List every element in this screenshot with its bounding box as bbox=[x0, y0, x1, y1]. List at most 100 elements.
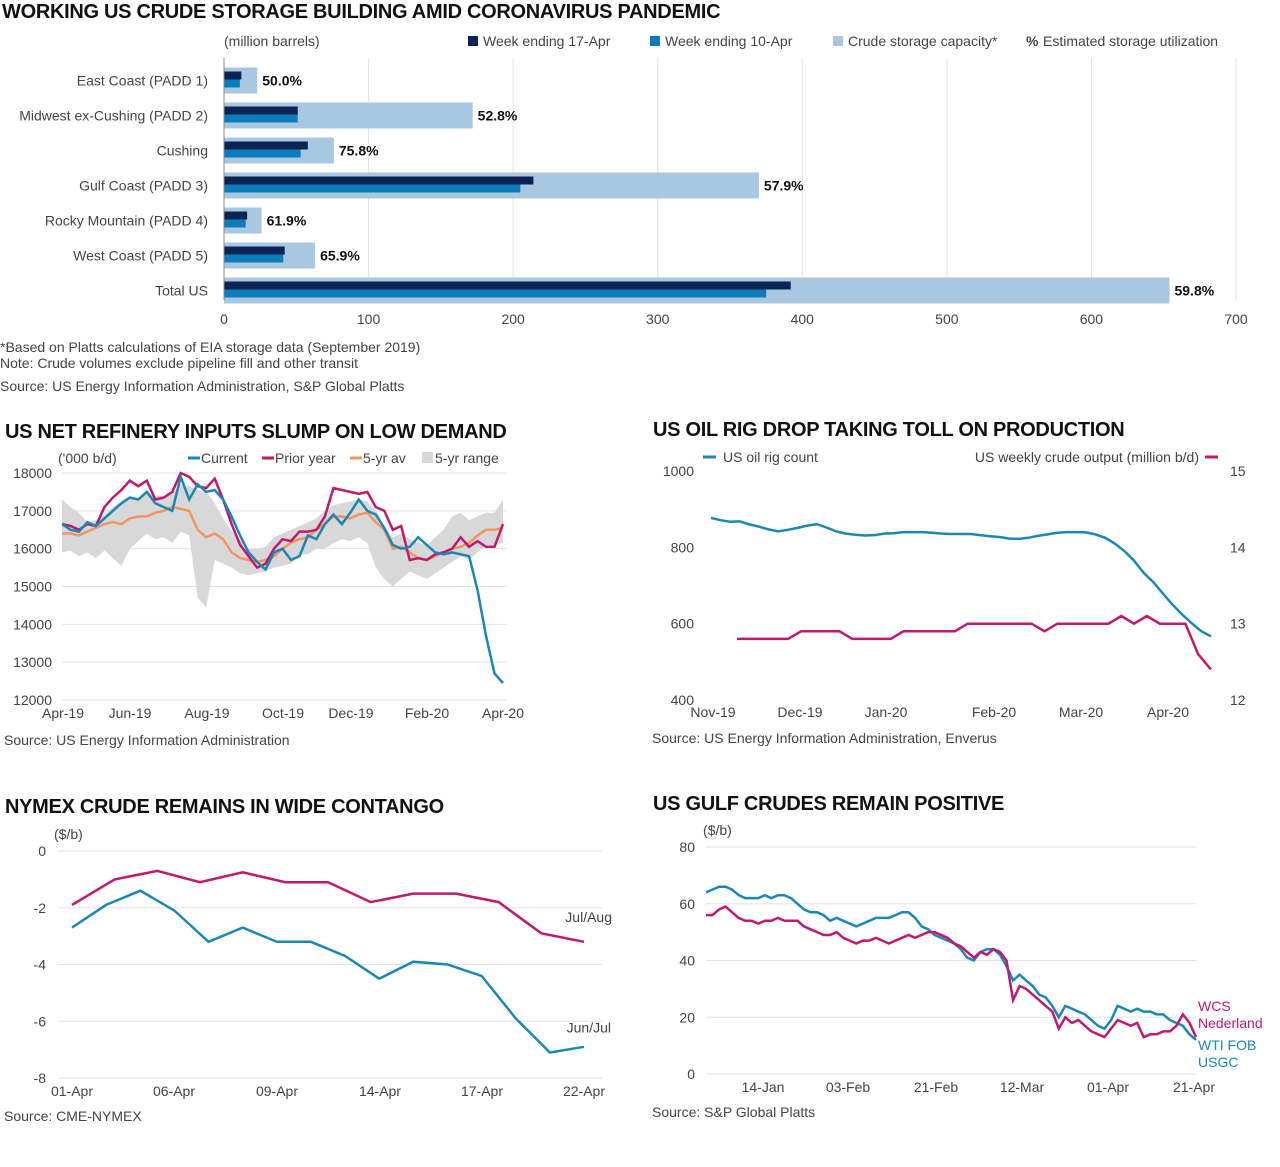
x-tick-label: 03-Feb bbox=[826, 1079, 871, 1095]
y-tick-label: -6 bbox=[34, 1013, 47, 1029]
x-tick-label: Mar-20 bbox=[1059, 704, 1104, 720]
y-tick-label: -2 bbox=[34, 900, 47, 916]
y-left-tick-label: 400 bbox=[671, 692, 695, 708]
y-tick-label: 80 bbox=[679, 839, 695, 855]
refinery-panel: US NET REFINERY INPUTS SLUMP ON LOW DEMA… bbox=[0, 410, 630, 760]
x-tick-label: Jun-19 bbox=[109, 705, 152, 721]
utilization-label: 52.8% bbox=[478, 108, 518, 124]
y-tick-label: 12000 bbox=[13, 692, 52, 708]
x-tick-label: 06-Apr bbox=[153, 1083, 195, 1099]
legend-label: Current bbox=[201, 450, 248, 466]
legend-label: Week ending 17-Apr bbox=[483, 33, 611, 49]
y-right-tick-label: 12 bbox=[1230, 692, 1246, 708]
x-tick-label: 0 bbox=[220, 311, 228, 327]
week-10apr-bar bbox=[224, 184, 521, 193]
refinery-chart: 12000 13000 14000 15000 16000 17000 18000 Apr-1… bbox=[13, 450, 524, 721]
x-tick-label: 01-Apr bbox=[1087, 1079, 1129, 1095]
legend-label: Week ending 10-Apr bbox=[665, 33, 793, 49]
x-tick-label: Dec-19 bbox=[328, 705, 373, 721]
y-left-tick-label: 1000 bbox=[663, 463, 694, 479]
utilization-label: 59.8% bbox=[1174, 283, 1214, 299]
x-tick-label: 14-Jan bbox=[742, 1079, 785, 1095]
storage-title: WORKING US CRUDE STORAGE BUILDING AMID C… bbox=[2, 1, 721, 23]
nymex-panel: NYMEX CRUDE REMAINS IN WIDE CONTANGO 0 -2… bbox=[0, 788, 630, 1167]
y-left-tick-label: 800 bbox=[671, 539, 695, 555]
week-17apr-bar bbox=[224, 176, 534, 185]
category-label: Gulf Coast (PADD 3) bbox=[79, 178, 208, 194]
x-tick-label: Jan-20 bbox=[865, 704, 908, 720]
series-label: USGC bbox=[1198, 1054, 1238, 1070]
y-right-tick-label: 14 bbox=[1230, 539, 1246, 555]
legend-label: Crude storage capacity* bbox=[848, 33, 998, 49]
nymex-title: NYMEX CRUDE REMAINS IN WIDE CONTANGO bbox=[5, 796, 444, 818]
unit-label: ('000 b/d) bbox=[58, 450, 117, 466]
week-10apr-bar bbox=[224, 289, 767, 298]
gulf-chart: 0 20 40 60 80 14-Jan 03-Feb 21-Feb 12-Mar 01-Apr 2… bbox=[679, 822, 1263, 1095]
x-tick-label: 14-Apr bbox=[359, 1083, 401, 1099]
category-label: Midwest ex-Cushing (PADD 2) bbox=[19, 108, 208, 124]
series-label: Nederland bbox=[1198, 1015, 1263, 1031]
utilization-label: 50.0% bbox=[262, 73, 302, 89]
x-tick-label: 09-Apr bbox=[256, 1083, 298, 1099]
gulf-source: Source: S&P Global Platts bbox=[652, 1104, 816, 1120]
jun-jul-line bbox=[71, 889, 585, 1054]
x-tick-label: 400 bbox=[791, 311, 815, 327]
x-tick-label: 600 bbox=[1080, 311, 1104, 327]
week-10apr-bar bbox=[224, 149, 301, 158]
legend-label: 5-yr range bbox=[435, 450, 499, 466]
y-tick-label: 20 bbox=[679, 1009, 695, 1025]
gulf-panel: US GULF CRUDES REMAIN POSITIVE 0 20 40 60 80… bbox=[648, 788, 1280, 1167]
week-17apr-bar bbox=[224, 246, 285, 255]
utilization-label: 65.9% bbox=[320, 248, 360, 264]
week-17apr-bar bbox=[224, 141, 308, 150]
unit-label: (million barrels) bbox=[224, 33, 320, 49]
x-tick-label: 21-Apr bbox=[1173, 1079, 1215, 1095]
category-label: Total US bbox=[155, 283, 208, 299]
x-tick-label: 700 bbox=[1224, 311, 1248, 327]
series-label: WTI FOB bbox=[1198, 1037, 1256, 1053]
nymex-chart: 0 -2 -4 -6 -801-Apr 06-Apr 09-Apr 14-Apr 17-Apr 2… bbox=[34, 826, 612, 1099]
y-tick-label: 18000 bbox=[13, 465, 52, 481]
utilization-label: 61.9% bbox=[267, 213, 307, 229]
category-label: East Coast (PADD 1) bbox=[77, 73, 208, 89]
y-right-tick-label: 13 bbox=[1230, 616, 1246, 632]
y-tick-label: 60 bbox=[679, 896, 695, 912]
category-label: Rocky Mountain (PADD 4) bbox=[45, 213, 208, 229]
week-17apr-bar bbox=[224, 211, 248, 220]
legend-swatch bbox=[650, 36, 660, 46]
series-label: Jul/Aug bbox=[565, 909, 612, 925]
x-tick-label: Apr-20 bbox=[1147, 704, 1189, 720]
x-tick-label: Oct-19 bbox=[262, 705, 304, 721]
y-right-tick-label: 15 bbox=[1230, 463, 1246, 479]
x-tick-label: 300 bbox=[646, 311, 670, 327]
category-label: West Coast (PADD 5) bbox=[73, 248, 208, 264]
five-yr-range-band bbox=[62, 484, 503, 608]
legend-swatch bbox=[833, 36, 843, 46]
storage-note-2: Note: Crude volumes exclude pipeline fil… bbox=[0, 355, 358, 371]
legend-swatch bbox=[422, 452, 433, 463]
legend-label: Estimated storage utilization bbox=[1043, 33, 1218, 49]
x-tick-label: Apr-19 bbox=[42, 705, 84, 721]
x-tick-label: 17-Apr bbox=[461, 1083, 503, 1099]
rigs-title: US OIL RIG DROP TAKING TOLL ON PRODUCTIO… bbox=[653, 419, 1125, 441]
legend-label: US oil rig count bbox=[723, 449, 818, 465]
y-tick-label: 0 bbox=[38, 843, 46, 859]
y-tick-label: 16000 bbox=[13, 541, 52, 557]
refinery-source: Source: US Energy Information Administra… bbox=[4, 732, 290, 748]
storage-panel: WORKING US CRUDE STORAGE BUILDING AMID C… bbox=[0, 0, 1280, 400]
y-tick-label: 40 bbox=[679, 953, 695, 969]
legend-label: 5-yr av bbox=[363, 450, 406, 466]
y-tick-label: 15000 bbox=[13, 579, 52, 595]
y-left-tick-label: 600 bbox=[671, 616, 695, 632]
series-label: Jun/Jul bbox=[567, 1020, 611, 1036]
x-tick-label: Apr-20 bbox=[482, 705, 524, 721]
crude-output-line bbox=[737, 614, 1212, 671]
jul-aug-line bbox=[71, 869, 585, 944]
legend-swatch bbox=[468, 36, 478, 46]
wcs-nederland-line bbox=[706, 905, 1198, 1039]
week-10apr-bar bbox=[224, 79, 240, 88]
nymex-source: Source: CME-NYMEX bbox=[4, 1108, 142, 1124]
x-tick-label: Feb-20 bbox=[972, 704, 1017, 720]
storage-note-1: *Based on Platts calculations of EIA sto… bbox=[0, 339, 421, 355]
current-line bbox=[61, 472, 504, 684]
